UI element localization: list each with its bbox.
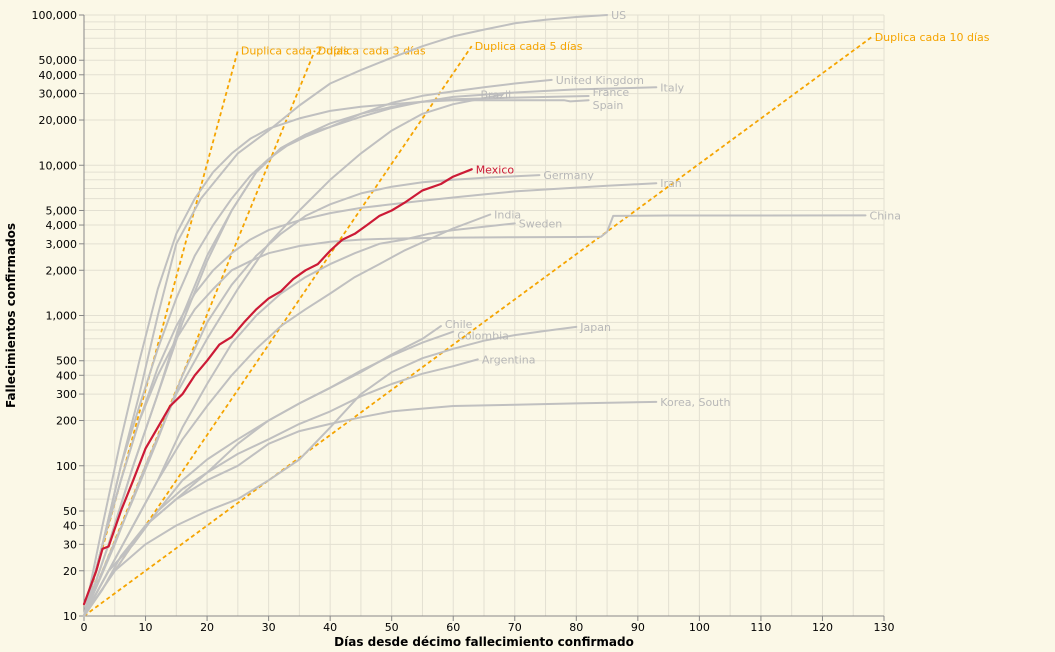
y-tick-label: 400 (56, 369, 77, 382)
x-tick-label: 80 (569, 621, 583, 634)
series-line-korea-south (83, 400, 658, 617)
guide-line (83, 45, 473, 617)
series-label-argentina: Argentina (482, 353, 536, 366)
guide-label: Duplica cada 5 días (475, 40, 583, 53)
series-lines (82, 14, 867, 617)
series-label-germany: Germany (543, 169, 594, 182)
grid (83, 14, 885, 617)
series-line-us (83, 14, 609, 617)
y-axis-title: Fallecimientos confirmados (4, 223, 18, 408)
y-tick-label: 50 (63, 505, 77, 518)
x-axis-title: Días desde décimo fallecimiento confirma… (334, 635, 634, 649)
series-line-japan (83, 325, 578, 617)
series-label-sweden: Sweden (519, 217, 562, 230)
y-tick-label: 100 (56, 460, 77, 473)
series-label-india: India (494, 209, 521, 222)
series-line-sweden (83, 222, 516, 617)
y-tick-label: 20,000 (39, 114, 78, 127)
x-tick-label: 30 (262, 621, 276, 634)
y-tick-label: 100,000 (32, 9, 78, 22)
x-tick-label: 60 (446, 621, 460, 634)
series-line-india (83, 213, 492, 617)
series-label-brazil: Brazil (480, 89, 511, 102)
axes: 0 10 20 30 40 50 60 70 80 90 100 110 120 130 10 20 30 40 5… (32, 9, 895, 634)
x-tick-label: 70 (508, 621, 522, 634)
y-tick-label: 1,000 (46, 310, 78, 323)
series-line-brazil (83, 93, 504, 617)
y-tick-label: 4,000 (46, 219, 78, 232)
y-tick-label: 300 (56, 388, 77, 401)
series-line-argentina (83, 358, 479, 617)
y-tick-label: 500 (56, 355, 77, 368)
x-tick-label: 50 (385, 621, 399, 634)
series-label-korea-south: Korea, South (660, 396, 730, 409)
y-tick-label: 10,000 (39, 159, 78, 172)
series-label-us: US (611, 9, 626, 22)
series-label-chile: Chile (445, 318, 473, 331)
y-tick-label: 20 (63, 565, 77, 578)
guide-label: Duplica cada 10 días (875, 31, 990, 44)
x-tick-label: 40 (323, 621, 337, 634)
series-line-spain (83, 99, 590, 617)
series-label-italy: Italy (660, 81, 684, 94)
y-tick-label: 10 (63, 610, 77, 623)
series-label-france: France (593, 86, 630, 99)
y-tick-label: 200 (56, 415, 77, 428)
x-tick-label: 120 (812, 621, 833, 634)
x-tick-label: 100 (689, 621, 710, 634)
series-line-united-kingdom (83, 78, 553, 617)
series-line-iran (83, 182, 658, 617)
y-tick-label: 50,000 (39, 54, 78, 67)
y-tick-label: 2,000 (46, 264, 78, 277)
guide-line (83, 36, 873, 617)
y-tick-label: 5,000 (46, 204, 78, 217)
series-label-united-kingdom: United Kingdom (556, 74, 644, 87)
y-tick-label: 3,000 (46, 238, 78, 251)
series-line-china (83, 214, 867, 617)
series-label-colombia: Colombia (457, 330, 509, 343)
series-line-mexico (82, 168, 473, 606)
series-label-mexico: Mexico (476, 163, 515, 176)
x-tick-label: 130 (874, 621, 895, 634)
x-tick-label: 110 (750, 621, 771, 634)
series-line-germany (83, 174, 541, 617)
x-tick-label: 0 (81, 621, 88, 634)
guide-label: Duplica cada 2 días (241, 45, 349, 58)
series-label-spain: Spain (593, 99, 624, 112)
x-tick-label: 90 (631, 621, 645, 634)
y-tick-label: 30,000 (39, 88, 78, 101)
x-tick-label: 20 (200, 621, 214, 634)
series-label-china: China (870, 209, 901, 222)
series-label-japan: Japan (579, 321, 611, 334)
y-tick-label: 40,000 (39, 69, 78, 82)
y-tick-label: 40 (63, 520, 77, 533)
x-tick-label: 10 (139, 621, 153, 634)
y-tick-label: 30 (63, 538, 77, 551)
series-label-iran: Iran (660, 177, 682, 190)
